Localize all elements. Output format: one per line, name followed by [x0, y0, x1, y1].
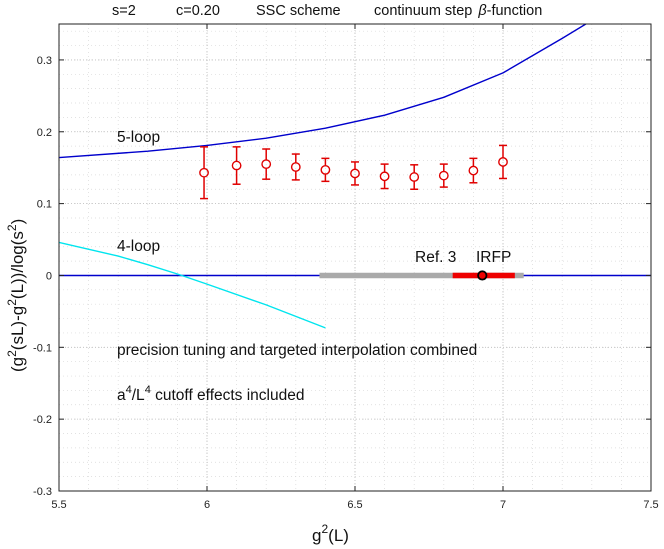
- tick-layer: 5.5 6 6.5 7 7.5 -0.3 -0.2 -0.1 0 0.1 0.2 0.3: [33, 24, 659, 511]
- data-point: [498, 157, 508, 167]
- data-point: [231, 160, 242, 171]
- xlabel-sup: 2: [321, 522, 328, 536]
- data-point: [438, 170, 449, 181]
- title-beta: β: [477, 3, 486, 19]
- title-s: s=2: [112, 3, 136, 19]
- y-tick-label: 0.3: [37, 55, 52, 67]
- xlabel-base: g: [312, 526, 321, 545]
- y-tick-label: 0.1: [37, 199, 52, 211]
- y-tick-label: -0.1: [33, 342, 52, 354]
- cutoff-rest: cutoff effects included: [151, 387, 305, 404]
- x-tick-label: 7.5: [643, 499, 658, 511]
- cutoff-mid: /L: [132, 387, 145, 404]
- title-step-prefix: continuum step: [374, 3, 472, 19]
- ylabel-p4: ): [8, 219, 27, 225]
- ylabel-s2: 2: [5, 299, 19, 306]
- cutoff-sup1: 4: [126, 384, 132, 396]
- data-point: [199, 167, 209, 178]
- data-point: [409, 172, 420, 182]
- cutoff-sup2: 4: [145, 384, 151, 396]
- x-axis-label: g2(L): [312, 522, 349, 545]
- y-tick-label: -0.3: [33, 486, 52, 498]
- xlabel-rest: (L): [328, 526, 349, 545]
- ylabel-s3: 2: [5, 224, 19, 231]
- data-point: [468, 165, 479, 176]
- data-point: [350, 168, 360, 179]
- series-layer: [59, 24, 651, 329]
- four-loop-curve: [59, 241, 326, 329]
- y-tick-label: -0.2: [33, 414, 52, 426]
- y-axis-label: (g2(sL)-g2(L))/log(s2): [5, 219, 27, 372]
- title-scheme: SSC scheme: [256, 3, 341, 19]
- data-point: [320, 164, 331, 175]
- x-tick-label: 7: [500, 499, 506, 511]
- ylabel-p2: (sL)-g: [8, 306, 27, 350]
- four-loop-label: 4-loop: [117, 238, 160, 255]
- cutoff-note: a4/L4 cutoff effects included: [117, 384, 304, 404]
- y-tick-label: 0.2: [37, 127, 52, 139]
- precision-note: precision tuning and targeted interpolat…: [117, 342, 477, 359]
- data-point: [261, 159, 272, 170]
- clipped-series: [59, 24, 651, 329]
- five-loop-curve: [59, 24, 588, 159]
- irfp-point: [477, 270, 488, 281]
- title-c: c=0.20: [176, 3, 220, 19]
- title-step: continuum step β-function: [374, 3, 542, 19]
- data-point: [379, 171, 390, 182]
- x-tick-label: 5.5: [51, 499, 66, 511]
- ylabel-s1: 2: [5, 350, 19, 357]
- five-loop-label: 5-loop: [117, 129, 160, 146]
- ylabel-p1: (g: [8, 357, 27, 372]
- x-tick-label: 6: [204, 499, 210, 511]
- ref-label: Ref. 3: [415, 249, 456, 266]
- ylabel-p3: (L))/log(s: [8, 231, 27, 299]
- x-tick-label: 6.5: [347, 499, 362, 511]
- cutoff-a: a: [117, 387, 126, 404]
- plot-frame: [58, 23, 652, 492]
- y-tick-label: 0: [46, 270, 52, 282]
- title-step-suffix: -function: [487, 3, 543, 19]
- data-point: [290, 162, 301, 172]
- irfp-label: IRFP: [476, 249, 511, 266]
